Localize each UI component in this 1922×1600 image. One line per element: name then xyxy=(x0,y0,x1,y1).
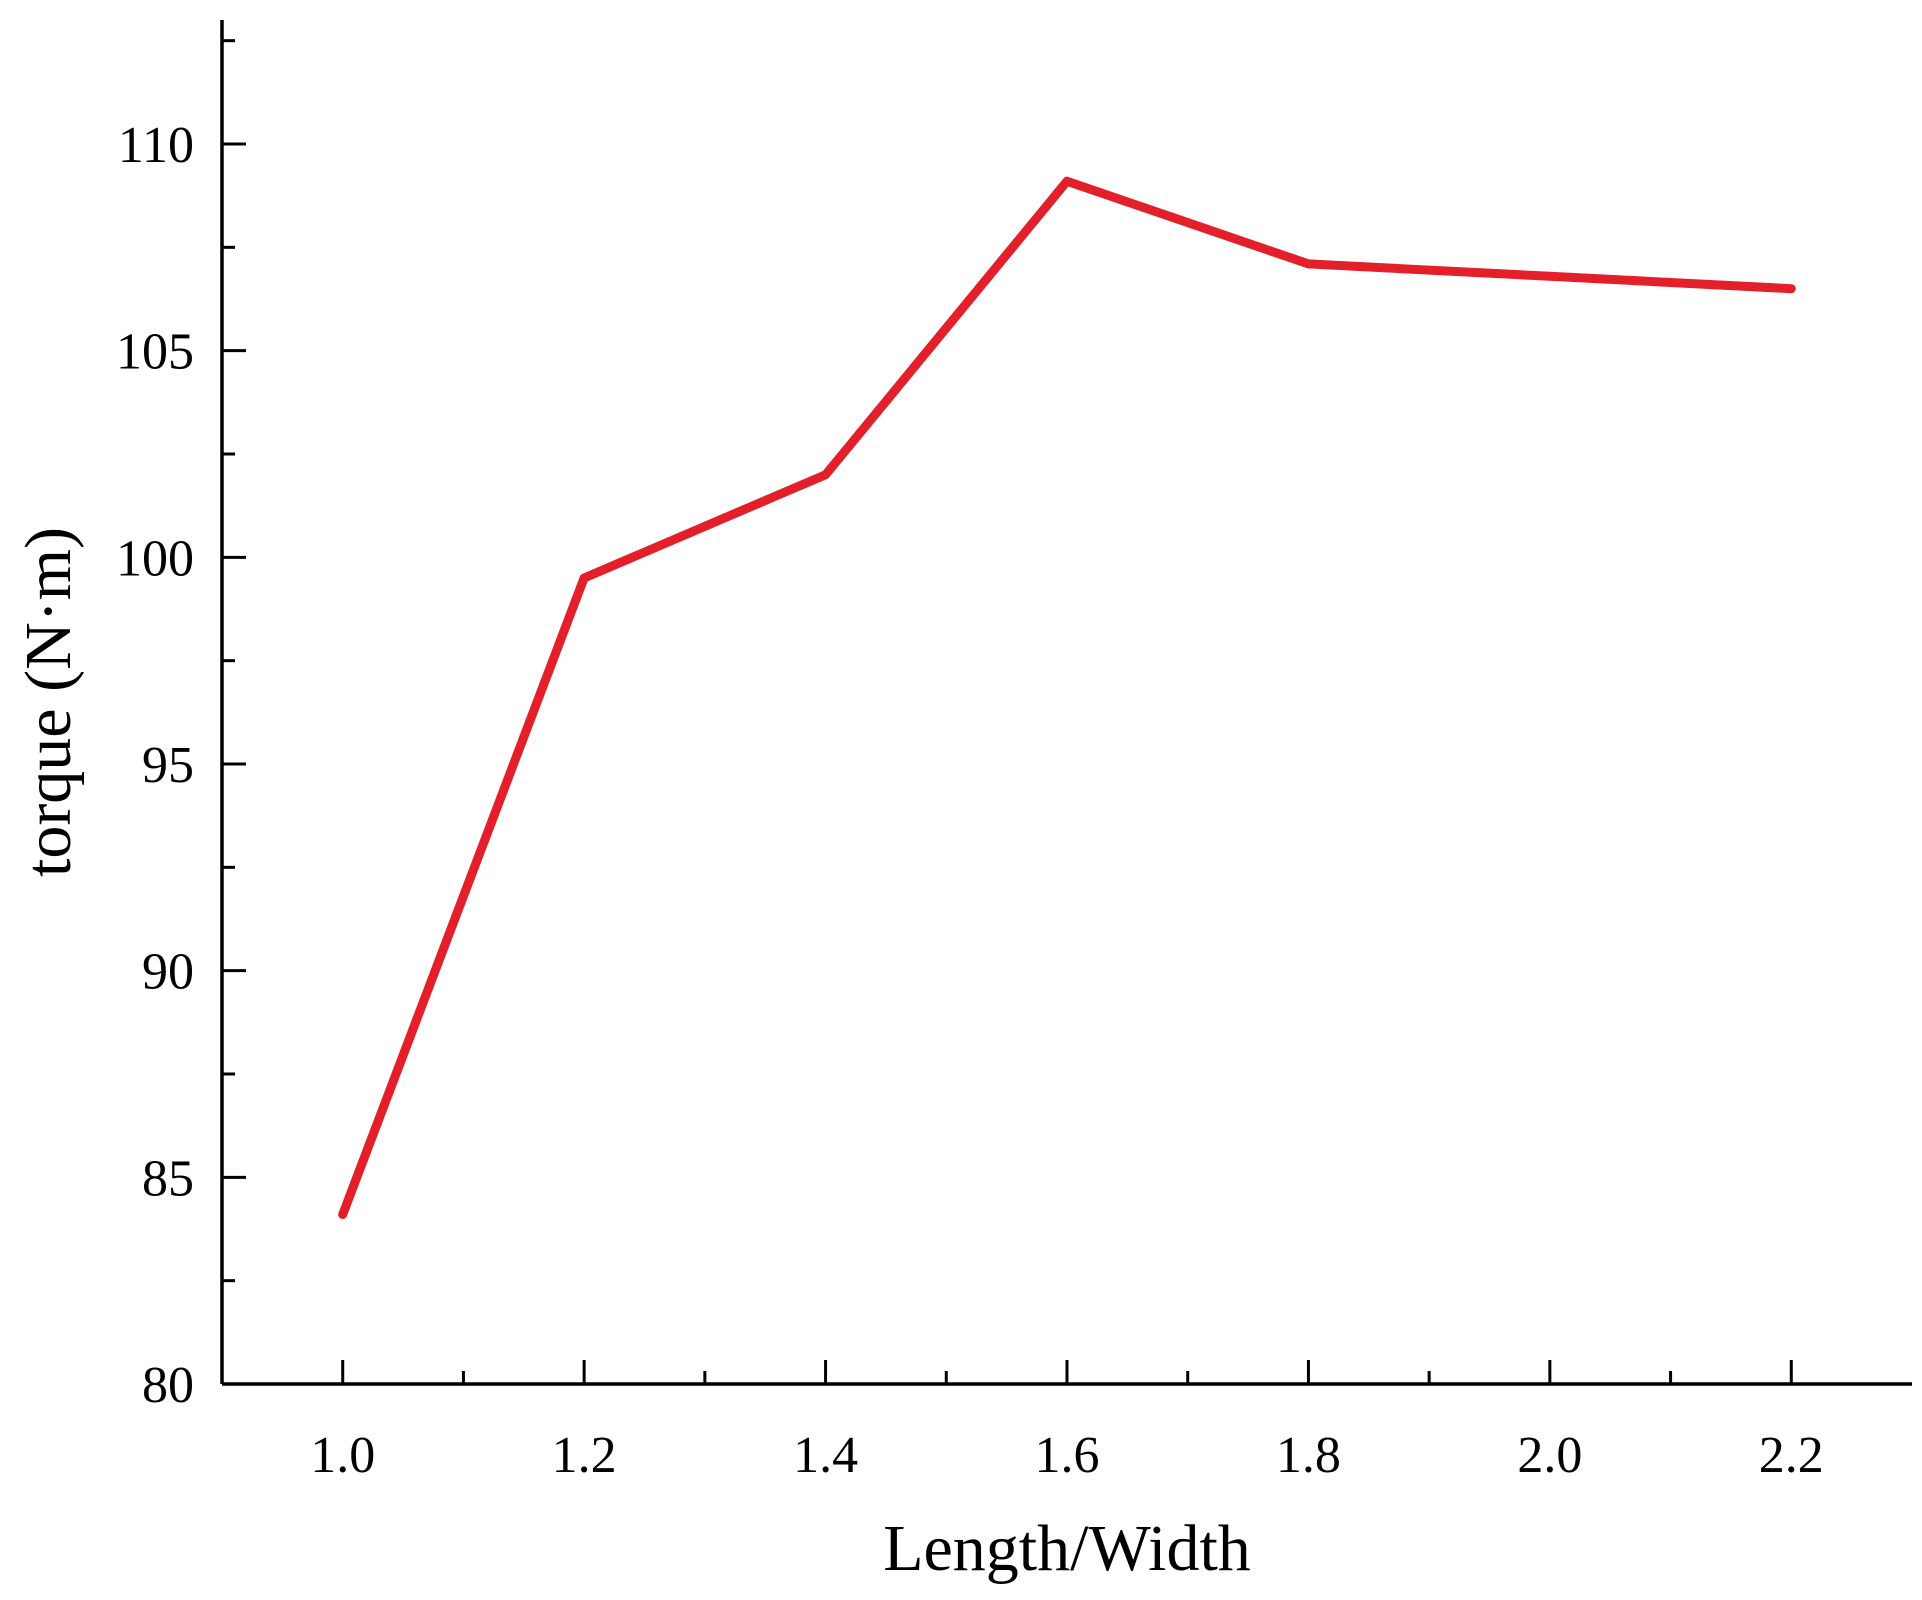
y-tick-label: 110 xyxy=(118,117,194,174)
y-tick-label: 90 xyxy=(142,944,194,1001)
series-line xyxy=(338,176,1796,1219)
y-tick-label: 95 xyxy=(142,737,194,794)
y-tick-label: 100 xyxy=(116,530,194,587)
series-layer xyxy=(338,176,1796,1219)
y-tick-label: 80 xyxy=(142,1357,194,1414)
x-tick-label: 1.8 xyxy=(1276,1427,1341,1484)
y-axis-title: torque (N·m) xyxy=(12,527,85,877)
x-tick-label: 2.2 xyxy=(1759,1427,1824,1484)
x-tick-label: 1.4 xyxy=(793,1427,858,1484)
x-axis: 1.0 1.2 1.4 1.6 1.8 2.0 2.2 xyxy=(222,1360,1912,1484)
y-tick-label: 85 xyxy=(142,1150,194,1207)
x-tick-label: 2.0 xyxy=(1517,1427,1582,1484)
y-tick-label: 105 xyxy=(116,324,194,381)
x-tick-label: 1.6 xyxy=(1035,1427,1100,1484)
y-axis: 80 85 90 95 100 105 110 xyxy=(116,20,246,1414)
x-axis-title: Length/Width xyxy=(883,1512,1251,1585)
x-tick-label: 1.2 xyxy=(552,1427,617,1484)
x-tick-label: 1.0 xyxy=(310,1427,375,1484)
